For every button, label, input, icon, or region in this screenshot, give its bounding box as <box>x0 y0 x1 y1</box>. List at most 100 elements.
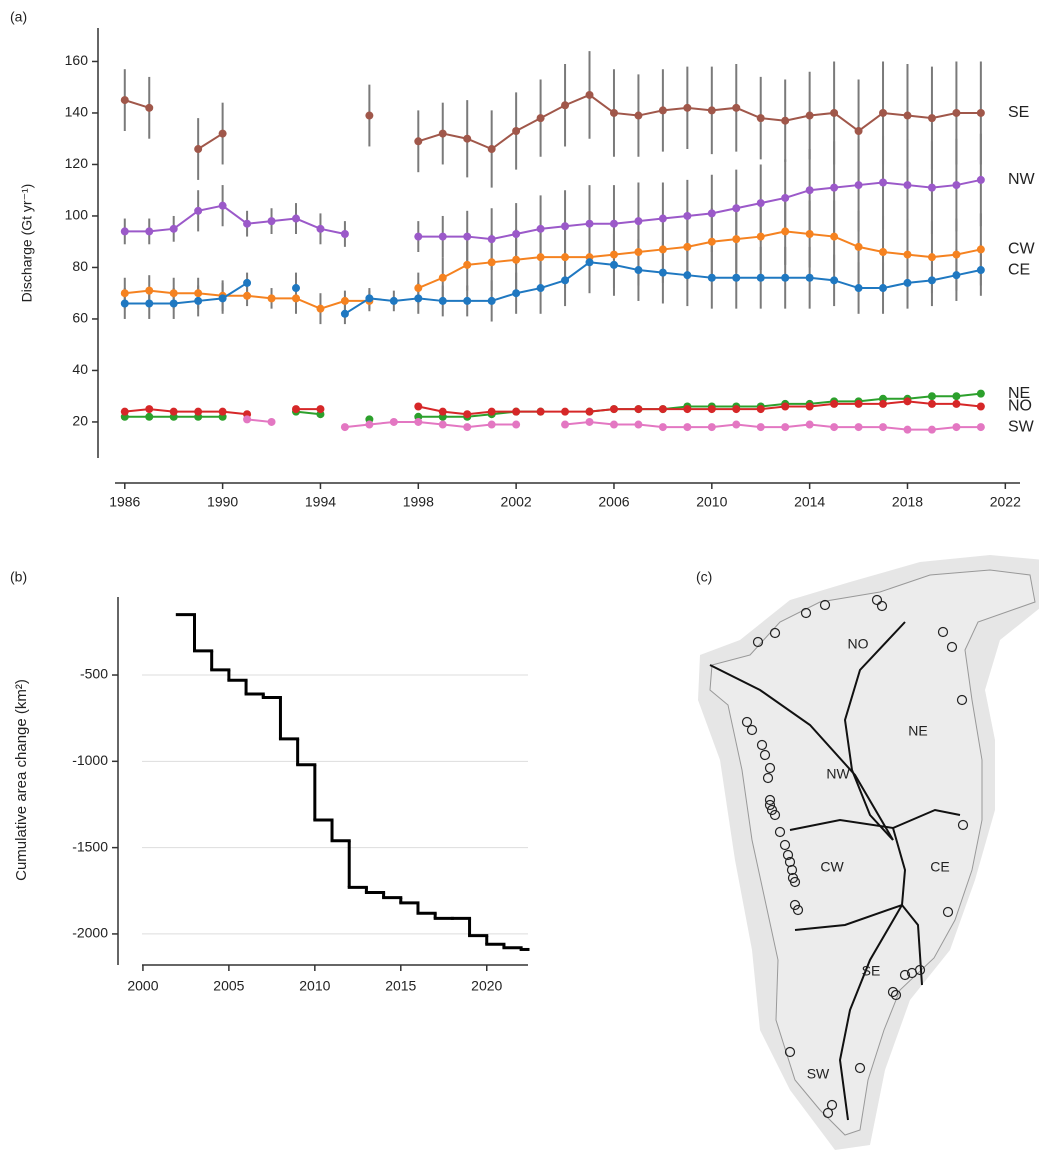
data-point <box>658 405 667 414</box>
series-line <box>124 400 981 416</box>
outlet-glacier <box>942 906 954 918</box>
outlet-glacier <box>762 772 774 784</box>
data-point <box>585 258 594 267</box>
drainage-boundary <box>709 664 894 841</box>
data-point <box>145 299 154 308</box>
data-point <box>683 103 692 112</box>
series-label: NW <box>1008 171 1036 188</box>
x-tick-label: 2010 <box>299 978 330 994</box>
data-point <box>756 405 765 414</box>
outlet-glacier <box>789 899 801 911</box>
panel-label: (c) <box>696 569 712 585</box>
data-point <box>145 103 154 112</box>
data-point <box>707 405 716 414</box>
x-tick-label: 2014 <box>794 494 825 510</box>
region-label: SW <box>807 1066 830 1082</box>
data-point <box>267 217 276 226</box>
data-point <box>927 183 936 192</box>
data-point <box>952 392 961 401</box>
data-point <box>169 224 178 233</box>
data-point <box>512 420 521 429</box>
data-point <box>438 420 447 429</box>
data-point <box>879 423 888 432</box>
data-point <box>732 235 741 244</box>
outlet-glacier <box>741 716 753 728</box>
panel-label: (b) <box>10 569 27 585</box>
outlet-glacier <box>819 599 831 611</box>
y-tick-label: 140 <box>65 104 89 120</box>
x-tick-label: 2005 <box>213 978 244 994</box>
data-point <box>243 415 252 424</box>
drainage-boundary <box>838 827 907 1121</box>
data-point <box>683 242 692 251</box>
data-point <box>781 402 790 411</box>
data-point <box>879 178 888 187</box>
y-axis-label: Discharge (Gt yr⁻¹) <box>19 184 35 303</box>
data-point <box>805 111 814 120</box>
data-point <box>756 114 765 123</box>
data-point <box>903 425 912 434</box>
outlet-glacier <box>766 804 778 816</box>
x-tick-label: 2018 <box>892 494 923 510</box>
data-point <box>487 296 496 305</box>
data-point <box>781 273 790 282</box>
outlet-glacier <box>800 607 812 619</box>
data-point <box>830 183 839 192</box>
data-point <box>365 420 374 429</box>
data-point <box>414 402 423 411</box>
data-point <box>243 219 252 228</box>
outlet-glacier <box>764 762 776 774</box>
series-line <box>124 230 982 310</box>
data-point <box>340 296 349 305</box>
data-point <box>561 101 570 110</box>
data-point <box>561 407 570 416</box>
data-point <box>463 232 472 241</box>
data-point <box>487 407 496 416</box>
data-point <box>414 232 423 241</box>
data-point <box>903 397 912 406</box>
outlet-glacier <box>822 1107 834 1119</box>
data-point <box>218 294 227 303</box>
data-point <box>609 260 618 269</box>
data-point <box>561 253 570 262</box>
data-point <box>585 407 594 416</box>
outlet-glacier <box>826 1099 838 1111</box>
data-point <box>805 229 814 238</box>
data-point <box>218 407 227 416</box>
data-point <box>854 399 863 408</box>
data-point <box>120 227 129 236</box>
data-point <box>120 407 129 416</box>
data-point <box>609 219 618 228</box>
data-point <box>316 405 325 414</box>
series-label: NE <box>1008 385 1030 402</box>
data-point <box>805 420 814 429</box>
data-point <box>292 405 300 414</box>
data-point <box>512 255 521 264</box>
series-line <box>124 178 982 241</box>
data-point <box>243 278 252 287</box>
x-tick-label: 2000 <box>127 978 158 994</box>
data-point <box>414 294 423 303</box>
data-point <box>243 291 252 300</box>
outlet-glacier <box>782 849 794 861</box>
data-point <box>609 405 618 414</box>
data-point <box>634 248 643 257</box>
data-point <box>976 402 985 411</box>
outlet-glacier <box>769 627 781 639</box>
x-tick-label: 2010 <box>696 494 727 510</box>
data-point <box>830 232 839 241</box>
data-point <box>169 407 178 416</box>
data-point <box>634 217 643 226</box>
data-point <box>683 423 692 432</box>
data-point <box>854 181 863 190</box>
data-point <box>512 289 521 298</box>
drainage-boundary <box>843 621 906 841</box>
data-point <box>732 405 741 414</box>
data-point <box>365 294 374 303</box>
outlet-glacier <box>854 1062 866 1074</box>
y-tick-label: -1500 <box>72 838 108 854</box>
data-point <box>707 273 716 282</box>
data-point <box>536 407 545 416</box>
y-tick-label: -1000 <box>72 752 108 768</box>
series-line <box>124 93 981 151</box>
